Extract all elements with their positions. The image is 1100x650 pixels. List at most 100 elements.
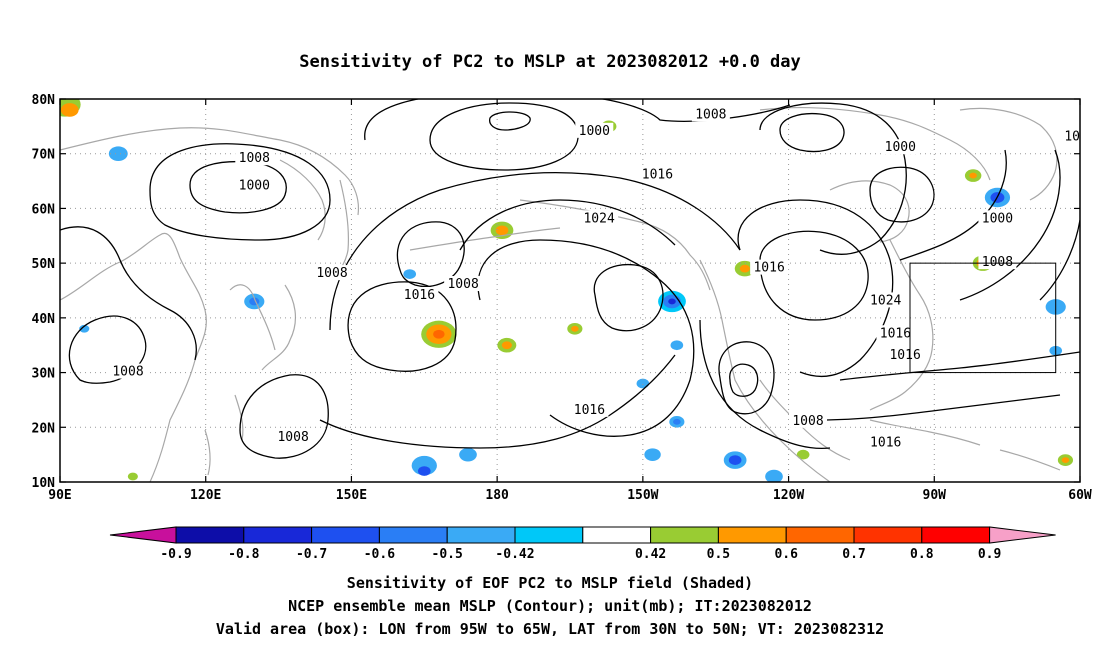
plot-area: 1000 1008 1008 1000 1016 1024 1000 1016 1000 1008… — [60, 99, 1100, 482]
contour-labels: 1000 1008 1008 1000 1016 1024 1000 1016 1000 1008… — [109, 106, 1095, 451]
colorbar-swatch — [446, 526, 516, 544]
sensitivity-patch — [571, 325, 579, 332]
sensitivity-patch — [673, 418, 681, 425]
contour-1000-north-pacific — [429, 102, 579, 171]
contour-label-bg — [235, 177, 274, 193]
contour-label: 1008 — [239, 151, 270, 166]
contour-label-bg — [866, 292, 905, 308]
sensitivity-patch — [403, 269, 417, 279]
colorbar-label: 0.7 — [842, 547, 865, 562]
contour-label: 1016 — [1064, 129, 1095, 144]
contour-1000-hudson — [869, 166, 935, 223]
colorbar-swatch — [175, 526, 245, 544]
sensitivity-patch — [1079, 382, 1080, 385]
sensitivity-patch — [411, 455, 437, 476]
contour-label: 1000 — [239, 179, 270, 194]
contour-label-bg — [866, 434, 905, 450]
contour-label-bg — [274, 429, 313, 445]
colorbar-swatch — [243, 526, 313, 544]
contour-1016-ring — [347, 281, 457, 372]
contour-1024-atlantic — [1039, 219, 1080, 301]
sensitivity-patch — [417, 466, 431, 476]
y-tick-label: 30N — [32, 367, 56, 382]
x-tick-label: 150E — [336, 488, 367, 503]
x-tick-label: 150W — [627, 488, 658, 503]
coastline-alaska — [519, 199, 711, 291]
contour-label: 1008 — [277, 430, 308, 445]
sensitivity-patch — [728, 455, 742, 465]
coastline-arctic-islands — [759, 106, 991, 181]
y-tick-label: 10N — [32, 476, 56, 491]
sensitivity-patch — [636, 378, 650, 389]
contour-1008-west-pacific — [68, 315, 147, 384]
contour-label: 1000 — [579, 124, 610, 139]
contour-label-bg — [109, 363, 147, 379]
sensitivity-patch — [670, 340, 684, 351]
contour-label: 1016 — [574, 403, 605, 418]
contour-1024-na — [759, 230, 869, 321]
colorbar: -0.9 -0.8 -0.7 -0.6 -0.5 -0.42 0.42 0.5 0.6 0.7 0.… — [109, 526, 1056, 562]
contour-label-bg — [881, 139, 920, 155]
contour-1016-subtropical — [477, 239, 695, 437]
x-tick-label: 90W — [923, 488, 947, 503]
contour-south-na — [839, 351, 1080, 381]
contour-label-bg — [235, 150, 274, 166]
contour-label-bg — [638, 166, 677, 182]
colorbar-low-end — [109, 526, 177, 544]
contour-label-bg — [570, 401, 609, 417]
colorbar-high-end — [989, 526, 1056, 544]
footer-line-2: NCEP ensemble mean MSLP (Contour); unit(… — [288, 597, 812, 615]
contour-label-bg — [750, 259, 789, 275]
sensitivity-patch — [1083, 200, 1100, 217]
sensitivity-patch — [459, 447, 477, 462]
contour-label: 1024 — [583, 211, 614, 226]
y-tick-label: 80N — [32, 93, 56, 108]
sensitivity-patch — [127, 472, 138, 481]
contour-label: 1008 — [792, 414, 823, 429]
contour-label-bg — [978, 254, 1017, 270]
y-tick-label: 70N — [32, 148, 56, 163]
contour-1000-siberia — [189, 160, 287, 214]
contour-1016-gulf-alaska — [593, 263, 664, 332]
sensitivity-patch — [765, 469, 783, 482]
colorbar-label: 0.8 — [910, 547, 934, 562]
contour-label: 1008 — [112, 365, 143, 380]
y-tick-label: 60N — [32, 202, 56, 217]
contour-label: 1016 — [889, 348, 920, 363]
contour-1008-tropics — [239, 374, 329, 459]
contour-label: 1016 — [870, 436, 901, 451]
contour-label: 1008 — [447, 277, 478, 292]
colorbar-swatch — [785, 526, 855, 544]
sensitivity-patch — [501, 341, 512, 350]
contour-label-bg — [978, 210, 1017, 226]
colorbar-label: -0.9 — [160, 547, 191, 562]
contour-west-pacific-wave — [60, 226, 197, 361]
sensitivity-patch — [668, 298, 676, 305]
contour-label: 1016 — [642, 168, 673, 183]
sensitivity-patch — [969, 172, 977, 179]
contour-1008-low-baja — [729, 363, 759, 397]
contour-1024-arc — [459, 199, 676, 251]
footer-line-1: Sensitivity of EOF PC2 to MSLP field (Sh… — [347, 574, 753, 592]
colorbar-label: 0.42 — [635, 547, 666, 562]
valid-area-box — [909, 262, 1057, 374]
coastline-greenland — [959, 107, 1058, 201]
contour-label: 1008 — [316, 266, 347, 281]
sensitivity-patch — [433, 329, 445, 339]
contour-label: 1008 — [695, 107, 726, 122]
y-tick-label: 50N — [32, 257, 56, 272]
contour-label-bg — [876, 325, 915, 341]
colorbar-swatch — [378, 526, 448, 544]
sensitivity-patch — [796, 449, 810, 460]
contour-label-bg — [580, 210, 619, 226]
contour-label: 1016 — [753, 261, 784, 276]
coastline-caribbean — [869, 419, 1061, 471]
coastline-sea-of-okhotsk — [279, 159, 326, 241]
colorbar-label: -0.5 — [432, 547, 463, 562]
sensitivity-patch — [739, 264, 750, 273]
coastline-hudson — [829, 180, 910, 243]
colorbar-swatch — [717, 526, 787, 544]
contour-label-bg — [1061, 128, 1080, 144]
colorbar-label: 0.5 — [707, 547, 730, 562]
